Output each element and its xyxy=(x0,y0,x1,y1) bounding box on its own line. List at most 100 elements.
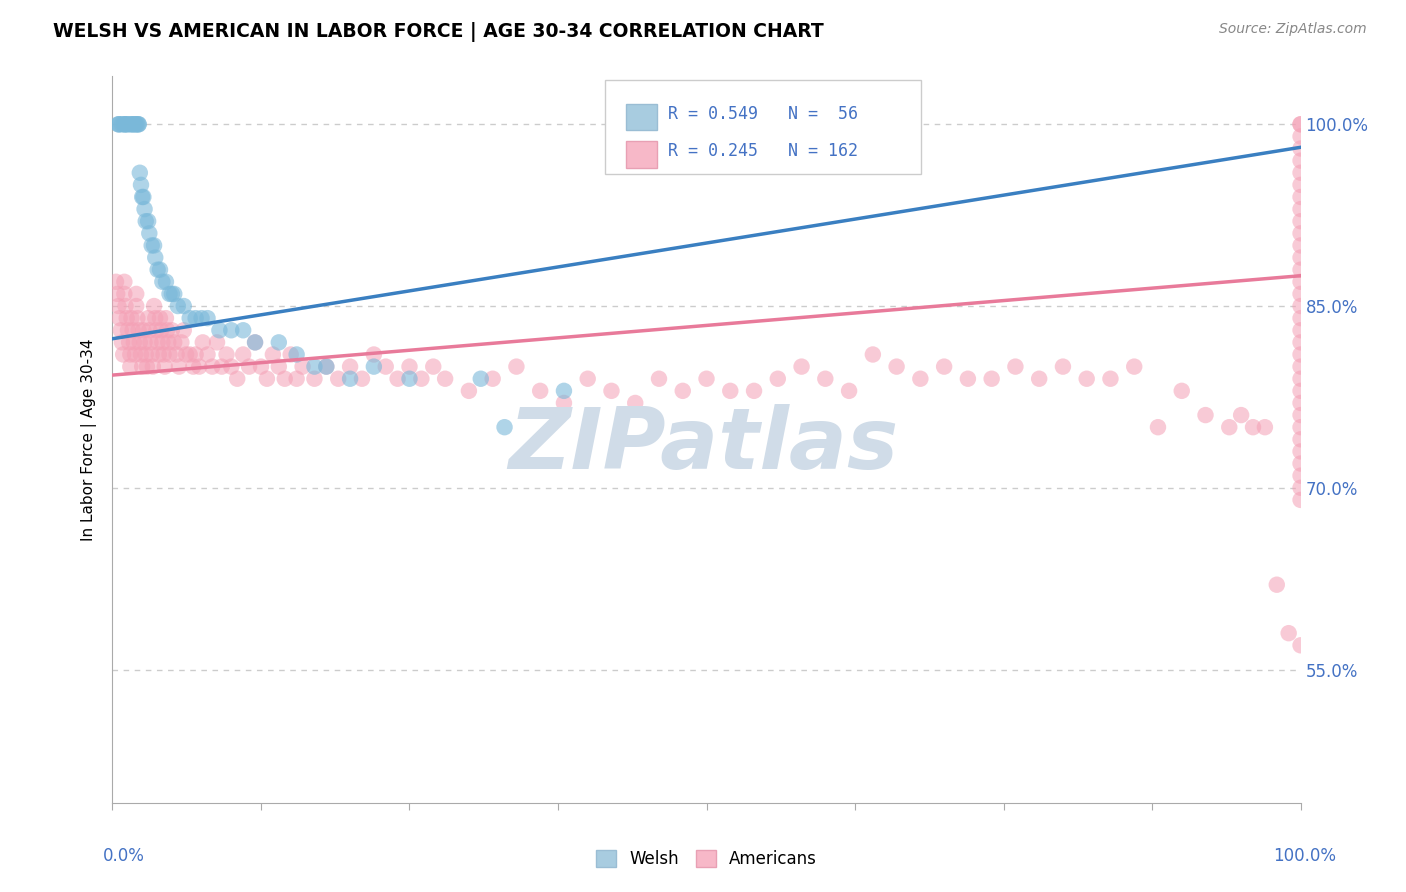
Point xyxy=(1289,457,1312,471)
Point xyxy=(155,311,177,326)
Point xyxy=(136,359,159,374)
Point xyxy=(458,384,481,398)
Point xyxy=(1289,262,1312,277)
Point xyxy=(142,359,165,374)
Point xyxy=(163,287,186,301)
Point xyxy=(134,335,156,350)
Point xyxy=(143,299,166,313)
Point xyxy=(422,359,444,374)
Point xyxy=(226,372,249,386)
Point xyxy=(138,227,160,241)
Point xyxy=(120,359,142,374)
Point xyxy=(1289,433,1312,447)
Point xyxy=(156,323,179,337)
Point xyxy=(129,178,152,192)
Point xyxy=(766,372,789,386)
Point xyxy=(124,347,146,361)
Point xyxy=(105,275,128,289)
Point xyxy=(181,359,204,374)
Point xyxy=(141,238,163,252)
Point xyxy=(127,117,149,131)
Point xyxy=(125,117,148,131)
Point xyxy=(267,335,290,350)
Point xyxy=(128,335,150,350)
Point xyxy=(1004,359,1026,374)
Point xyxy=(956,372,979,386)
Point xyxy=(742,384,765,398)
Point xyxy=(179,347,201,361)
Point xyxy=(145,323,167,337)
Point xyxy=(243,335,266,350)
Point xyxy=(1289,408,1312,422)
Point xyxy=(328,372,350,386)
Point xyxy=(132,323,155,337)
Point xyxy=(167,359,190,374)
Point xyxy=(398,359,420,374)
Point xyxy=(150,323,173,337)
Point xyxy=(790,359,813,374)
Point xyxy=(1289,238,1312,252)
Point xyxy=(238,359,260,374)
Point xyxy=(285,347,308,361)
Point xyxy=(494,420,516,434)
Legend: Welsh, Americans: Welsh, Americans xyxy=(589,843,824,874)
Point xyxy=(1254,420,1277,434)
Point xyxy=(121,311,143,326)
Point xyxy=(934,359,956,374)
Point xyxy=(112,275,135,289)
Point xyxy=(197,347,219,361)
Point xyxy=(149,262,172,277)
Point xyxy=(121,323,143,337)
Point xyxy=(1289,347,1312,361)
Point xyxy=(107,117,129,131)
Text: Source: ZipAtlas.com: Source: ZipAtlas.com xyxy=(1219,22,1367,37)
Point xyxy=(174,347,197,361)
Point xyxy=(411,372,433,386)
Point xyxy=(108,311,131,326)
Point xyxy=(111,335,134,350)
Point xyxy=(135,347,157,361)
Point xyxy=(132,190,155,204)
Point xyxy=(155,275,177,289)
Point xyxy=(131,359,153,374)
Point xyxy=(339,372,361,386)
Point xyxy=(1289,492,1312,507)
Point xyxy=(163,335,186,350)
Point xyxy=(128,323,150,337)
Point xyxy=(1170,384,1192,398)
Y-axis label: In Labor Force | Age 30-34: In Labor Force | Age 30-34 xyxy=(80,338,97,541)
Point xyxy=(1289,444,1312,458)
Point xyxy=(1289,335,1312,350)
Point xyxy=(128,117,150,131)
Point xyxy=(1289,153,1312,168)
Point xyxy=(149,311,172,326)
Text: 0.0%: 0.0% xyxy=(103,847,145,864)
Point xyxy=(481,372,503,386)
Point xyxy=(179,311,201,326)
Point xyxy=(696,372,718,386)
Text: R = 0.549   N =  56: R = 0.549 N = 56 xyxy=(668,105,858,123)
Point xyxy=(141,347,163,361)
Point xyxy=(1218,420,1240,434)
Point xyxy=(291,359,314,374)
Point xyxy=(1194,408,1216,422)
Point xyxy=(1289,178,1312,192)
Point xyxy=(173,299,195,313)
Point xyxy=(267,359,290,374)
Point xyxy=(173,323,195,337)
Point xyxy=(1289,202,1312,216)
Point xyxy=(125,287,148,301)
Point xyxy=(143,251,166,265)
Text: WELSH VS AMERICAN IN LABOR FORCE | AGE 30-34 CORRELATION CHART: WELSH VS AMERICAN IN LABOR FORCE | AGE 3… xyxy=(53,22,824,42)
Point xyxy=(1289,299,1312,313)
Point xyxy=(124,117,146,131)
Point xyxy=(112,117,135,131)
Point xyxy=(129,347,152,361)
Point xyxy=(1289,468,1312,483)
Point xyxy=(197,311,219,326)
Point xyxy=(112,347,135,361)
Point xyxy=(117,117,139,131)
Point xyxy=(108,117,131,131)
Point xyxy=(1076,372,1098,386)
Text: 100.0%: 100.0% xyxy=(1272,847,1336,864)
